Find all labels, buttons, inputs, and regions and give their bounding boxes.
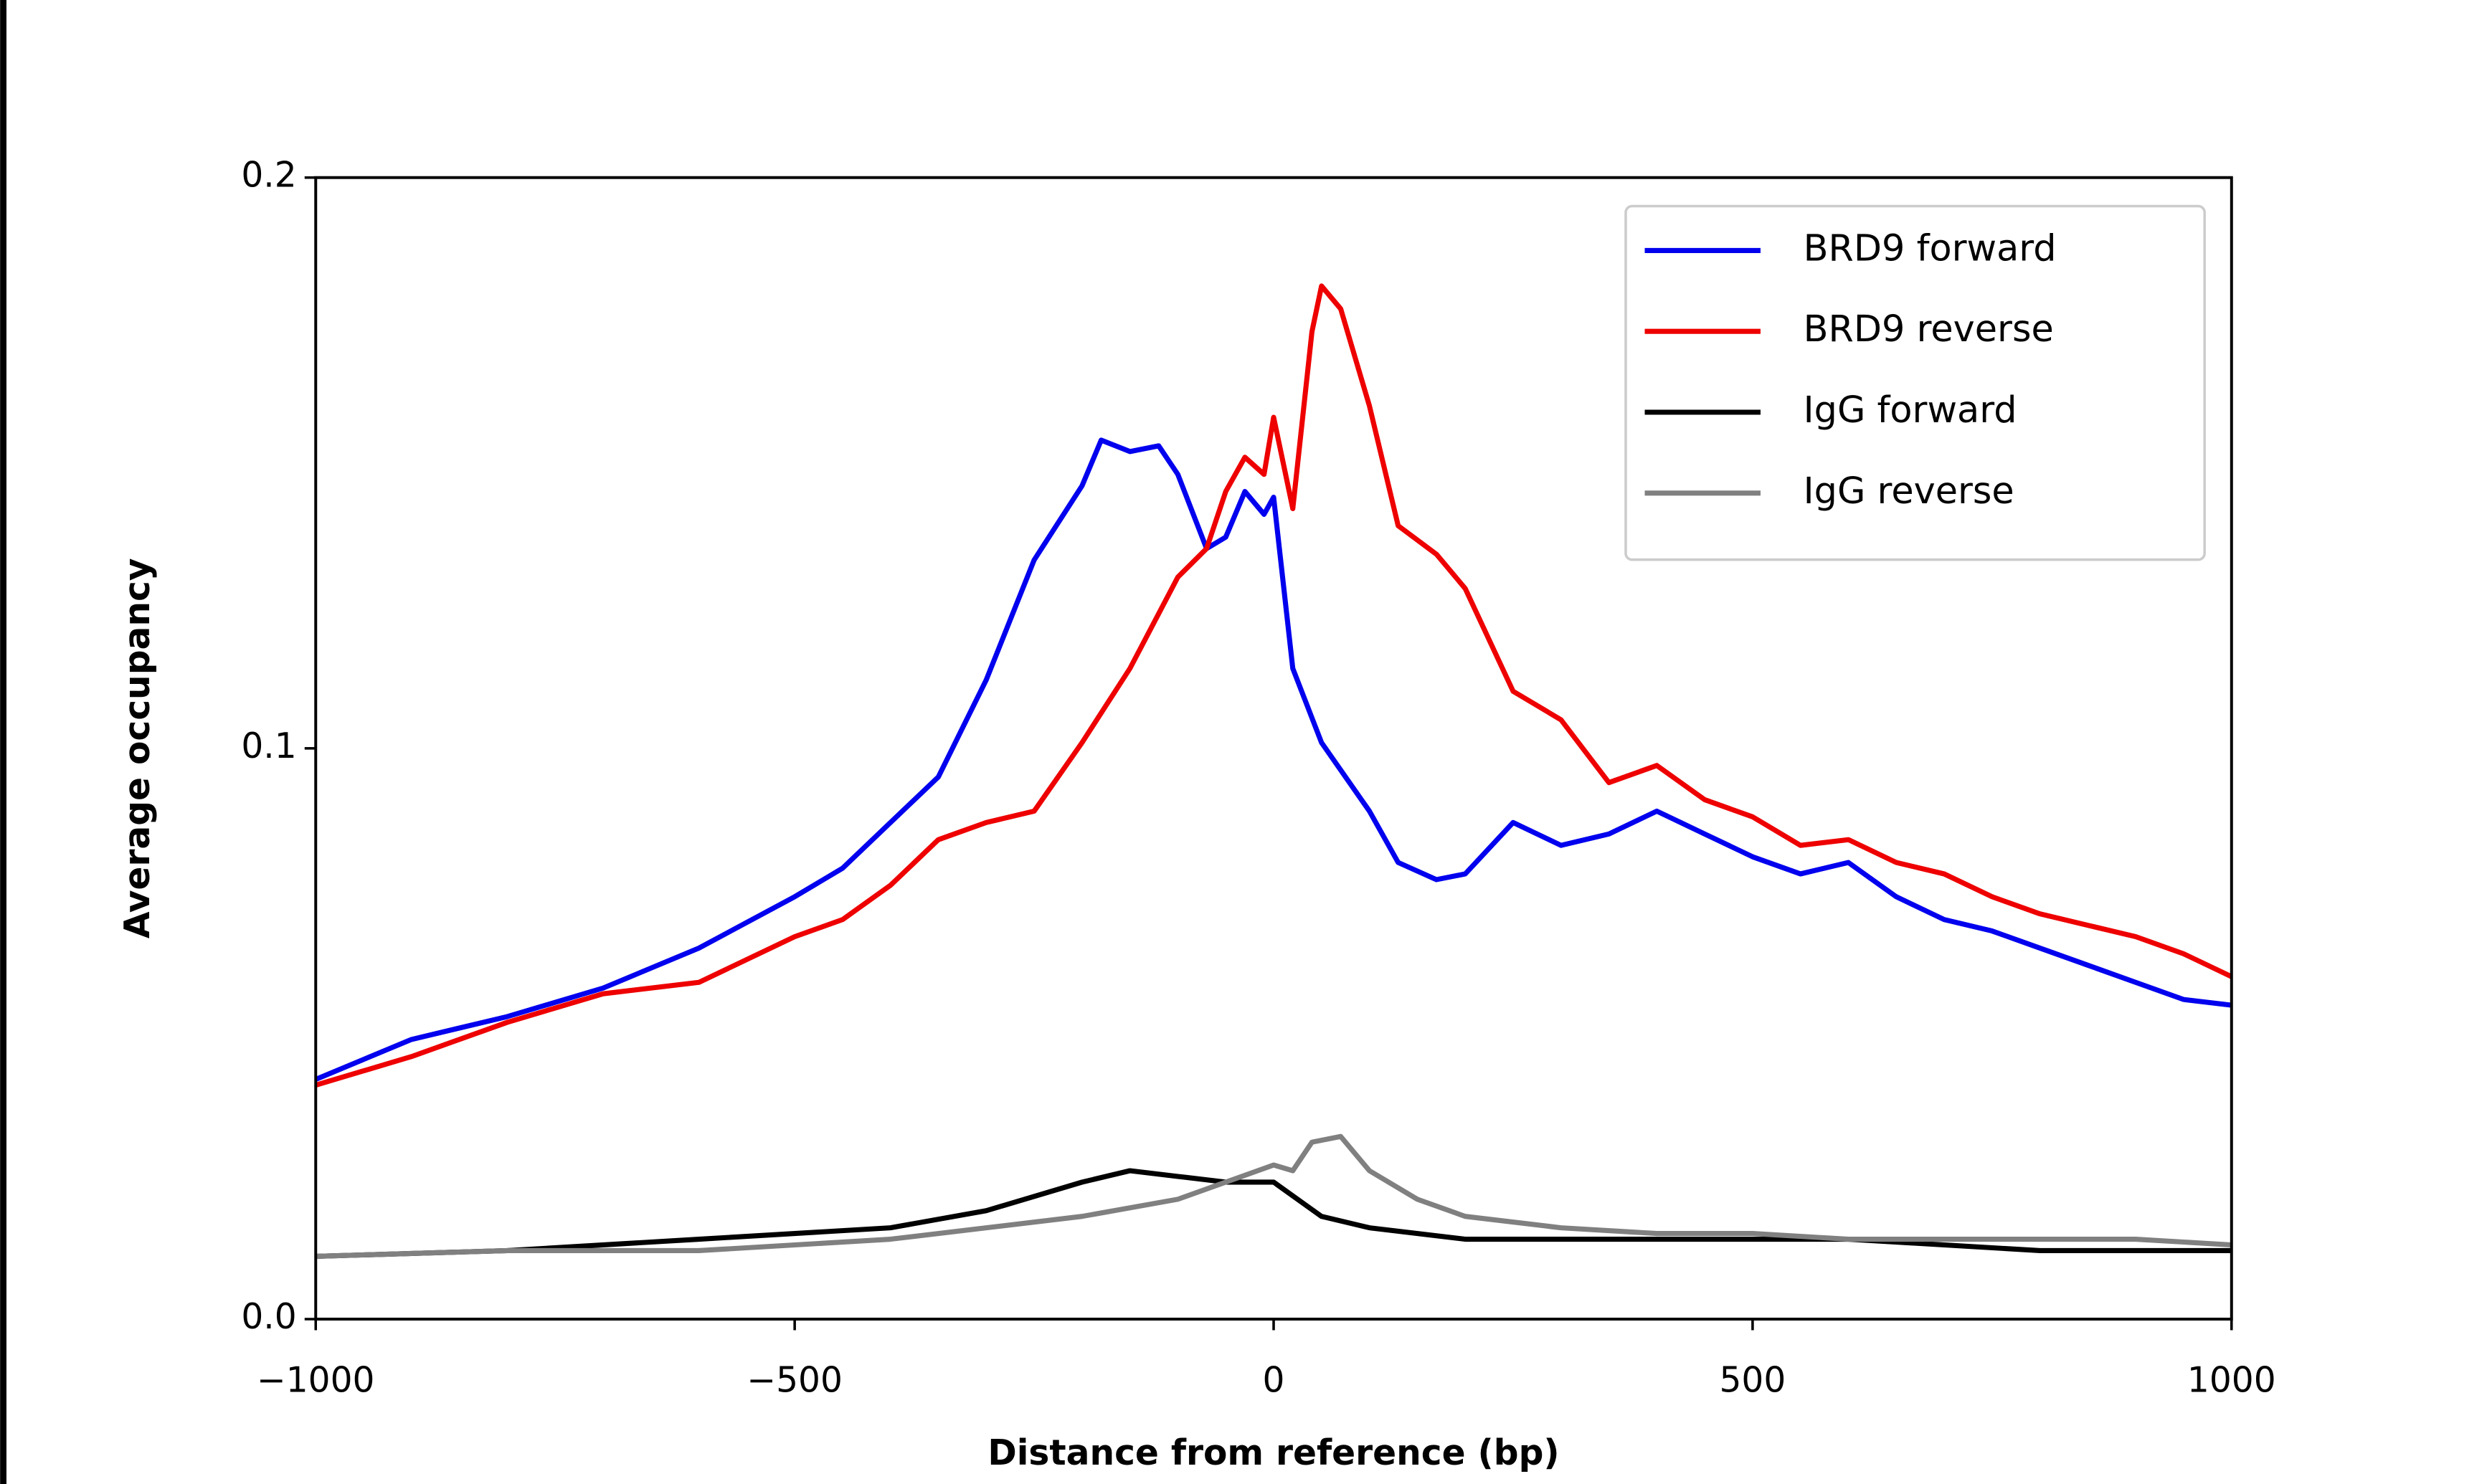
x-tick-label: 0 bbox=[1263, 1360, 1285, 1400]
series-line bbox=[316, 1168, 2232, 1259]
y-axis-label: Average occupancy bbox=[118, 558, 158, 939]
legend-box bbox=[1624, 204, 2206, 561]
x-tick-label: 1000 bbox=[2187, 1360, 2276, 1400]
x-tick-label: −500 bbox=[747, 1360, 843, 1400]
series-line bbox=[316, 437, 2232, 1082]
legend-label: IgG reverse bbox=[1804, 470, 2014, 512]
x-tick-label: 500 bbox=[1719, 1360, 1786, 1400]
plot-frame bbox=[314, 176, 2233, 1321]
y-tick-label: 0.2 bbox=[241, 156, 296, 196]
y-tick-label: 0.0 bbox=[241, 1297, 296, 1337]
legend-label: BRD9 forward bbox=[1804, 227, 2057, 269]
series-line bbox=[316, 283, 2232, 1088]
x-tick-label: −1000 bbox=[257, 1360, 375, 1400]
x-axis-label: Distance from reference (bp) bbox=[987, 1433, 1559, 1473]
legend-label: IgG forward bbox=[1804, 389, 2017, 431]
edge-border bbox=[0, 0, 7, 1484]
y-tick-label: 0.1 bbox=[241, 726, 296, 766]
legend-label: BRD9 reverse bbox=[1804, 308, 2054, 350]
series-line bbox=[316, 1133, 2232, 1259]
